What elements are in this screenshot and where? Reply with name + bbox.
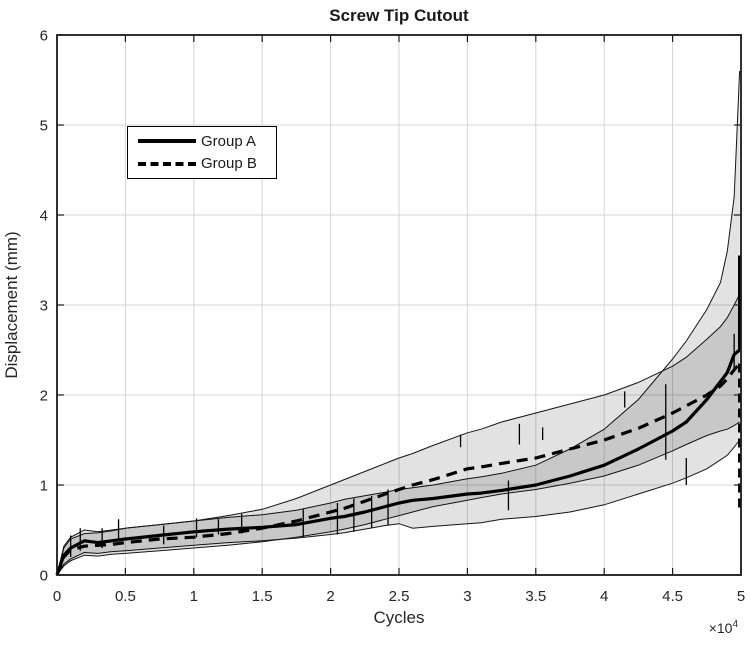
x-tick-label: 2 [326, 588, 334, 605]
axes-layer [56, 34, 742, 576]
legend-line-solid-icon [138, 139, 196, 144]
grid-layer [57, 35, 741, 575]
y-tick-label: 1 [40, 478, 48, 495]
tick-label-layer: 0 0.5 1 1.5 2 2.5 3 3.5 4 4.5 5 0 1 2 3 4 5 6 [40, 28, 746, 606]
series-line-group-b [55, 362, 741, 576]
band-lower-edge-group-a [56, 439, 741, 576]
y-tick-label: 5 [40, 118, 48, 135]
band-upper-edge-group-b [56, 293, 741, 576]
series-layer [55, 255, 742, 576]
y-tick-label: 0 [40, 568, 48, 585]
y-tick-label: 6 [40, 28, 48, 45]
x-tick-label: 0.5 [115, 588, 136, 605]
y-axis-label: Displacement (mm) [2, 231, 21, 378]
x-axis-exponent: ×104 [709, 619, 739, 636]
band-lower-edge-group-b [56, 421, 740, 576]
x-tick-label: 1 [190, 588, 198, 605]
legend-line-dashed-icon [138, 161, 196, 166]
y-tick-label: 4 [40, 208, 48, 225]
legend: Group A Group B [127, 126, 277, 179]
legend-label-group-a: Group A [201, 132, 257, 150]
exponent-power: 4 [732, 619, 738, 630]
legend-entry-group-b: Group B [128, 155, 276, 172]
exponent-base: ×10 [709, 620, 733, 636]
x-tick-label: 1.5 [252, 588, 273, 605]
y-tick-label: 3 [40, 298, 48, 315]
y-tick-label: 2 [40, 388, 48, 405]
x-tick-label: 5 [737, 588, 745, 605]
x-tick-label: 4.5 [662, 588, 683, 605]
x-tick-label: 3.5 [525, 588, 546, 605]
x-tick-label: 2.5 [389, 588, 410, 605]
legend-label-group-b: Group B [201, 155, 257, 173]
x-tick-label: 3 [463, 588, 471, 605]
x-tick-label: 0 [53, 588, 61, 605]
chart-title: Screw Tip Cutout [329, 6, 469, 25]
series-line-group-a [55, 348, 741, 576]
x-axis-label: Cycles [373, 608, 424, 627]
x-tick-label: 4 [600, 588, 608, 605]
legend-entry-group-a: Group A [128, 133, 276, 150]
confidence-band-group-b [57, 294, 740, 575]
